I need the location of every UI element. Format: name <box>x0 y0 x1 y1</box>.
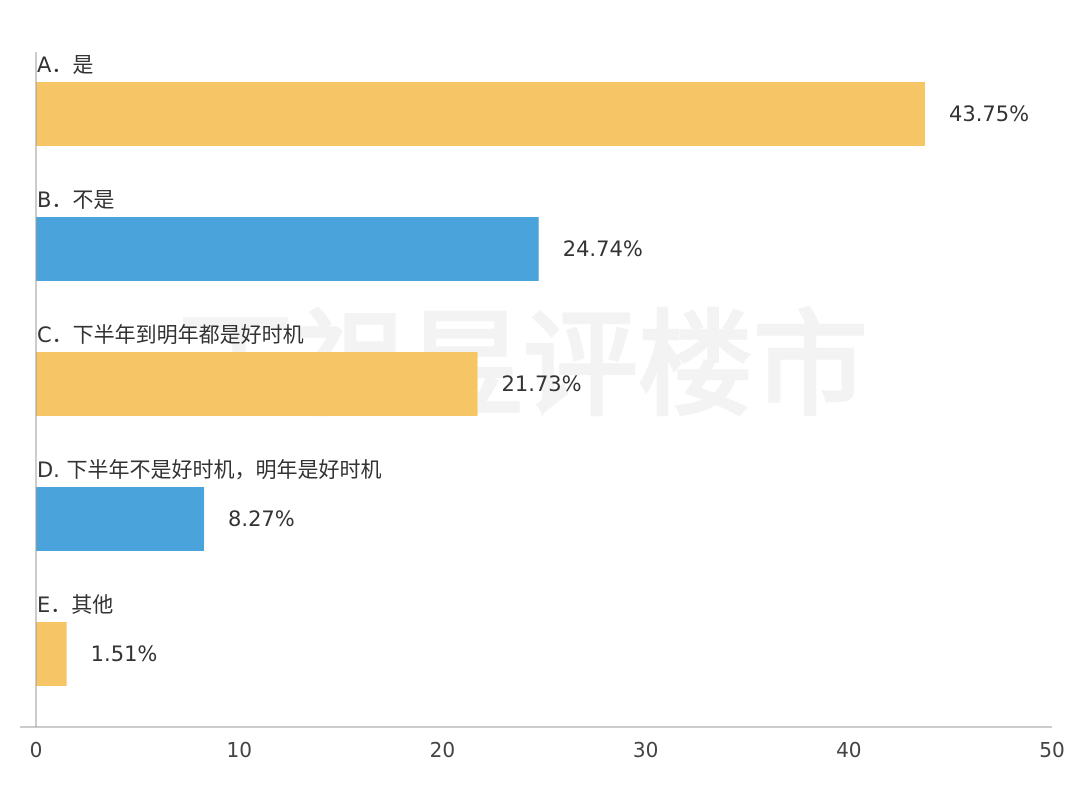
bars-layer: A．是 43.75% B．不是 24.74% C．下半年到明年都是好时机 21.73% D.… <box>36 53 1029 686</box>
bar <box>36 622 67 686</box>
bar <box>36 487 205 551</box>
bar <box>36 352 478 416</box>
value-label: 1.51% <box>91 642 158 666</box>
category-label: C．下半年到明年都是好时机 <box>37 323 304 347</box>
x-tick-label: 0 <box>30 738 43 762</box>
bar <box>36 217 539 281</box>
value-label: 43.75% <box>949 102 1029 126</box>
x-ticks-layer: 0 10 20 30 40 50 <box>30 738 1065 762</box>
value-label: 8.27% <box>228 507 295 531</box>
bar <box>36 82 925 146</box>
x-tick-label: 10 <box>226 738 251 762</box>
value-label: 24.74% <box>563 237 643 261</box>
category-label: D. 下半年不是好时机，明年是好时机 <box>37 458 382 482</box>
category-label: B．不是 <box>37 188 114 212</box>
x-tick-label: 50 <box>1039 738 1064 762</box>
category-label: A．是 <box>37 53 93 77</box>
x-tick-label: 40 <box>836 738 861 762</box>
category-label: E．其他 <box>37 593 113 617</box>
x-tick-label: 30 <box>633 738 658 762</box>
value-label: 21.73% <box>502 372 582 396</box>
x-tick-label: 20 <box>430 738 455 762</box>
